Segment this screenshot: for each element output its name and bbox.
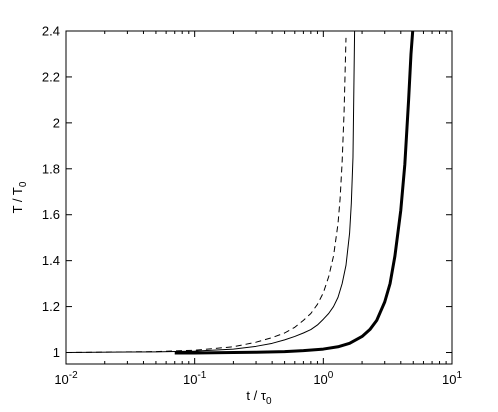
y-axis-label: T / T0 xyxy=(10,181,29,213)
series-line-3 xyxy=(174,31,415,355)
series-line-2 xyxy=(66,31,356,354)
y-tick-label: 2.4 xyxy=(42,24,60,39)
x-tick-label: 10-2 xyxy=(54,370,78,387)
series-line-1 xyxy=(66,37,347,354)
x-axis-label: t / τ0 xyxy=(246,388,272,407)
x-tick-label: 101 xyxy=(442,370,462,387)
y-tick-label: 1.2 xyxy=(42,299,60,314)
y-tick-label: 1.4 xyxy=(42,253,60,268)
y-tick-label: 2 xyxy=(53,115,60,130)
plot-area xyxy=(65,30,453,365)
x-tick-label: 10-1 xyxy=(183,370,207,387)
y-tick-label: 1 xyxy=(53,345,60,360)
x-tick-label: 100 xyxy=(313,370,333,387)
y-tick-label: 1.6 xyxy=(42,207,60,222)
y-tick-label: 1.8 xyxy=(42,161,60,176)
y-tick-label: 2.2 xyxy=(42,69,60,84)
